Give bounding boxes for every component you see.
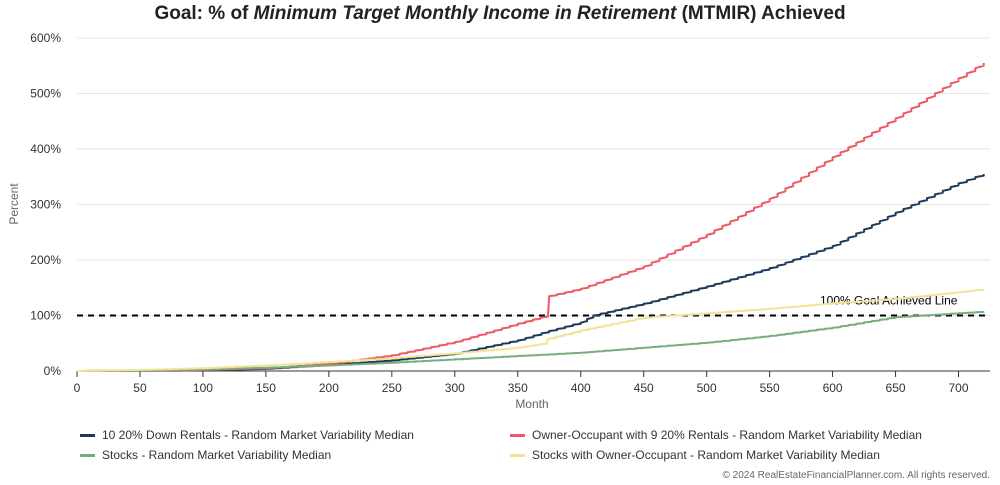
line-chart: 0% 100% 200% 300% 400% 500% 600% 0 50 100 150 200 25… — [7, 31, 990, 411]
x-tick-label: 700 — [949, 381, 969, 395]
legend-label: 10 20% Down Rentals - Random Market Vari… — [102, 428, 414, 442]
y-tick-label: 600% — [30, 31, 61, 45]
grid-lines — [77, 37, 990, 316]
x-tick-label: 250 — [382, 381, 402, 395]
legend-label: Owner-Occupant with 9 20% Rentals - Rand… — [532, 428, 922, 442]
reference-line-group: 100% Goal Achieved Line — [77, 294, 990, 317]
series-lines — [76, 63, 985, 372]
x-tick-label: 650 — [886, 381, 906, 395]
y-tick-label: 0% — [44, 364, 62, 378]
y-axis-label: Percent — [7, 183, 21, 225]
y-tick-label: 200% — [30, 253, 61, 267]
x-tick-label: 150 — [256, 381, 276, 395]
axes: 0% 100% 200% 300% 400% 500% 600% 0 50 100 150 200 25… — [30, 31, 990, 395]
x-tick-label: 0 — [74, 381, 81, 395]
series-line-3 — [77, 310, 985, 372]
x-tick-label: 600 — [823, 381, 843, 395]
x-tick-label: 100 — [193, 381, 213, 395]
chart-title: Goal: % of Minimum Target Monthly Income… — [0, 3, 1000, 25]
x-tick-label: 50 — [133, 381, 147, 395]
y-tick-label: 500% — [30, 87, 61, 101]
x-tick-label: 550 — [760, 381, 780, 395]
legend-item-1[interactable]: 10 20% Down Rentals - Random Market Vari… — [80, 428, 414, 442]
chart-title-prefix: Goal: % of — [154, 3, 254, 24]
x-tick-label: 300 — [445, 381, 465, 395]
x-axis-label: Month — [515, 397, 548, 411]
legend-swatch — [510, 453, 525, 457]
legend-item-2[interactable]: Owner-Occupant with 9 20% Rentals - Rand… — [510, 428, 922, 442]
x-tick-label: 500 — [697, 381, 717, 395]
x-tick-label: 400 — [571, 381, 591, 395]
legend-swatch — [510, 433, 525, 437]
x-tick-label: 200 — [319, 381, 339, 395]
chart-title-emphasis: Minimum Target Monthly Income in Retirem… — [253, 3, 677, 24]
legend-item-4[interactable]: Stocks with Owner-Occupant - Random Mark… — [510, 448, 880, 462]
x-tick-label: 450 — [634, 381, 654, 395]
legend-item-3[interactable]: Stocks - Random Market Variability Media… — [80, 448, 331, 462]
series-line-1 — [77, 174, 985, 372]
legend-label: Stocks - Random Market Variability Media… — [102, 448, 332, 462]
legend-swatch — [80, 433, 95, 437]
legend-label: Stocks with Owner-Occupant - Random Mark… — [532, 448, 880, 462]
y-tick-label: 300% — [30, 198, 61, 212]
x-tick-label: 350 — [508, 381, 528, 395]
reference-line-label: 100% Goal Achieved Line — [820, 294, 958, 308]
copyright-notice: © 2024 RealEstateFinancialPlanner.com. A… — [722, 470, 990, 481]
series-line-4 — [76, 288, 985, 372]
legend-swatch — [80, 453, 95, 457]
y-tick-label: 100% — [30, 309, 61, 323]
chart-title-suffix: (MTMIR) Achieved — [676, 3, 846, 24]
y-tick-label: 400% — [30, 142, 61, 156]
